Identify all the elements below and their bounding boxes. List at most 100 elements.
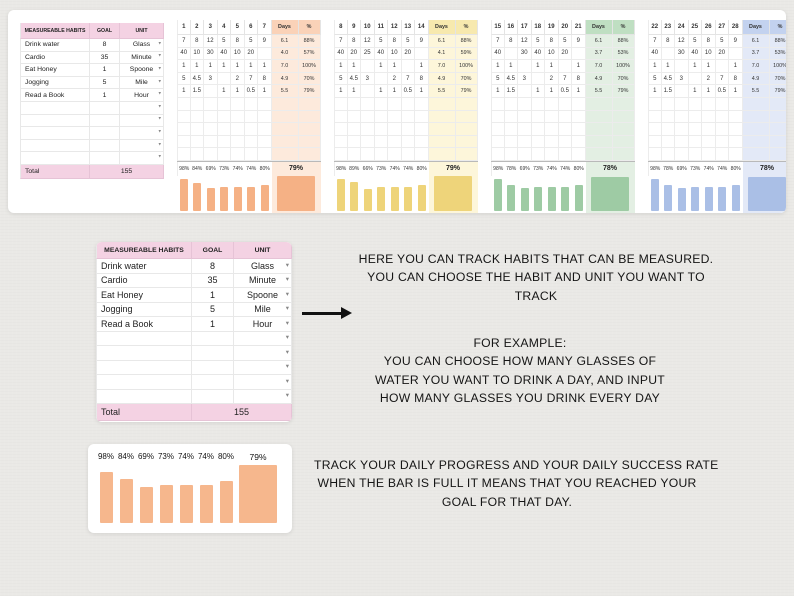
day-entry-cell[interactable] [231,97,245,111]
day-entry-cell[interactable] [572,123,586,136]
day-entry-cell[interactable]: 0.5 [715,85,729,98]
day-entry-cell[interactable]: 1 [648,60,662,73]
day-entry-cell[interactable]: 8 [572,72,586,86]
day-entry-cell[interactable] [702,97,716,111]
unit-dropdown-cell[interactable]: Mile ▾ [234,302,292,317]
day-entry-cell[interactable] [258,123,272,136]
day-entry-cell[interactable] [190,123,204,136]
day-entry-cell[interactable] [231,110,245,124]
unit-dropdown-cell[interactable]: ▾ [120,127,164,140]
day-entry-cell[interactable] [661,47,675,61]
day-entry-cell[interactable] [531,72,545,86]
habit-name-cell[interactable]: Jogging [20,76,90,90]
day-entry-cell[interactable]: 5 [715,35,729,48]
day-entry-cell[interactable] [545,97,559,111]
day-entry-cell[interactable] [715,148,729,161]
day-entry-cell[interactable] [217,72,231,86]
day-entry-cell[interactable] [334,135,348,149]
day-entry-cell[interactable] [231,148,245,161]
day-entry-cell[interactable]: 1 [729,85,743,98]
day-entry-cell[interactable]: 12 [204,35,218,48]
day-entry-cell[interactable] [177,135,191,149]
day-entry-cell[interactable] [558,135,572,149]
day-entry-cell[interactable] [518,135,532,149]
day-entry-cell[interactable] [715,123,729,136]
day-entry-cell[interactable]: 40 [177,47,191,61]
day-entry-cell[interactable]: 2 [545,72,559,86]
habit-name-cell[interactable] [96,375,192,390]
habit-name-cell[interactable]: Read a Book [96,317,192,332]
habit-name-cell[interactable]: Eat Honey [96,288,192,303]
day-entry-cell[interactable]: 1 [374,85,388,98]
day-entry-cell[interactable] [518,110,532,124]
day-entry-cell[interactable] [518,60,532,73]
day-entry-cell[interactable]: 1 [729,60,743,73]
day-entry-cell[interactable] [204,135,218,149]
day-entry-cell[interactable]: 30 [204,47,218,61]
day-entry-cell[interactable] [675,123,689,136]
day-entry-cell[interactable]: 2 [702,72,716,86]
unit-dropdown-cell[interactable]: ▾ [234,360,292,375]
unit-dropdown-cell[interactable]: Spoone ▾ [234,288,292,303]
day-entry-cell[interactable] [558,60,572,73]
day-entry-cell[interactable]: 3 [361,72,375,86]
day-entry-cell[interactable]: 1 [531,85,545,98]
day-entry-cell[interactable] [415,135,429,149]
day-entry-cell[interactable] [518,97,532,111]
day-entry-cell[interactable] [361,110,375,124]
day-entry-cell[interactable] [374,148,388,161]
unit-dropdown-cell[interactable]: ▾ [120,114,164,128]
unit-dropdown-cell[interactable]: Glass ▾ [234,259,292,274]
day-entry-cell[interactable]: 9 [258,35,272,48]
day-entry-cell[interactable] [258,47,272,61]
day-entry-cell[interactable] [204,97,218,111]
day-entry-cell[interactable] [491,135,505,149]
day-entry-cell[interactable] [374,135,388,149]
day-entry-cell[interactable]: 10 [545,47,559,61]
day-entry-cell[interactable]: 1 [688,85,702,98]
day-entry-cell[interactable] [531,135,545,149]
day-entry-cell[interactable] [729,110,743,124]
habit-goal-cell[interactable] [192,375,234,390]
day-entry-cell[interactable]: 0.5 [558,85,572,98]
day-entry-cell[interactable] [244,97,258,111]
habit-goal-cell[interactable]: 1 [192,317,234,332]
habit-goal-cell[interactable] [90,114,120,128]
day-entry-cell[interactable]: 1 [388,60,402,73]
day-entry-cell[interactable]: 1 [177,60,191,73]
day-entry-cell[interactable]: 1 [388,85,402,98]
day-entry-cell[interactable] [558,110,572,124]
day-entry-cell[interactable]: 4.5 [661,72,675,86]
day-entry-cell[interactable] [204,148,218,161]
day-entry-cell[interactable]: 4.5 [504,72,518,86]
day-entry-cell[interactable] [401,148,415,161]
day-entry-cell[interactable]: 9 [572,35,586,48]
day-entry-cell[interactable]: 5 [401,35,415,48]
habit-name-cell[interactable] [96,346,192,361]
unit-dropdown-cell[interactable]: Minute ▾ [120,51,164,65]
habit-name-cell[interactable] [20,127,90,140]
day-entry-cell[interactable]: 1.5 [190,85,204,98]
day-entry-cell[interactable]: 2 [388,72,402,86]
day-entry-cell[interactable] [388,97,402,111]
day-entry-cell[interactable]: 0.5 [244,85,258,98]
habit-name-cell[interactable]: Cardio [20,51,90,65]
day-entry-cell[interactable]: 1 [491,60,505,73]
day-entry-cell[interactable] [545,148,559,161]
day-entry-cell[interactable] [729,148,743,161]
day-entry-cell[interactable] [244,135,258,149]
day-entry-cell[interactable]: 1 [545,85,559,98]
day-entry-cell[interactable] [518,123,532,136]
day-entry-cell[interactable]: 1 [415,60,429,73]
day-entry-cell[interactable] [675,110,689,124]
day-entry-cell[interactable]: 8 [415,72,429,86]
day-entry-cell[interactable] [545,135,559,149]
day-entry-cell[interactable]: 12 [361,35,375,48]
day-entry-cell[interactable]: 1 [334,85,348,98]
day-entry-cell[interactable] [190,135,204,149]
day-entry-cell[interactable] [258,97,272,111]
day-entry-cell[interactable]: 1 [258,85,272,98]
day-entry-cell[interactable] [491,110,505,124]
day-entry-cell[interactable] [415,148,429,161]
day-entry-cell[interactable] [361,148,375,161]
